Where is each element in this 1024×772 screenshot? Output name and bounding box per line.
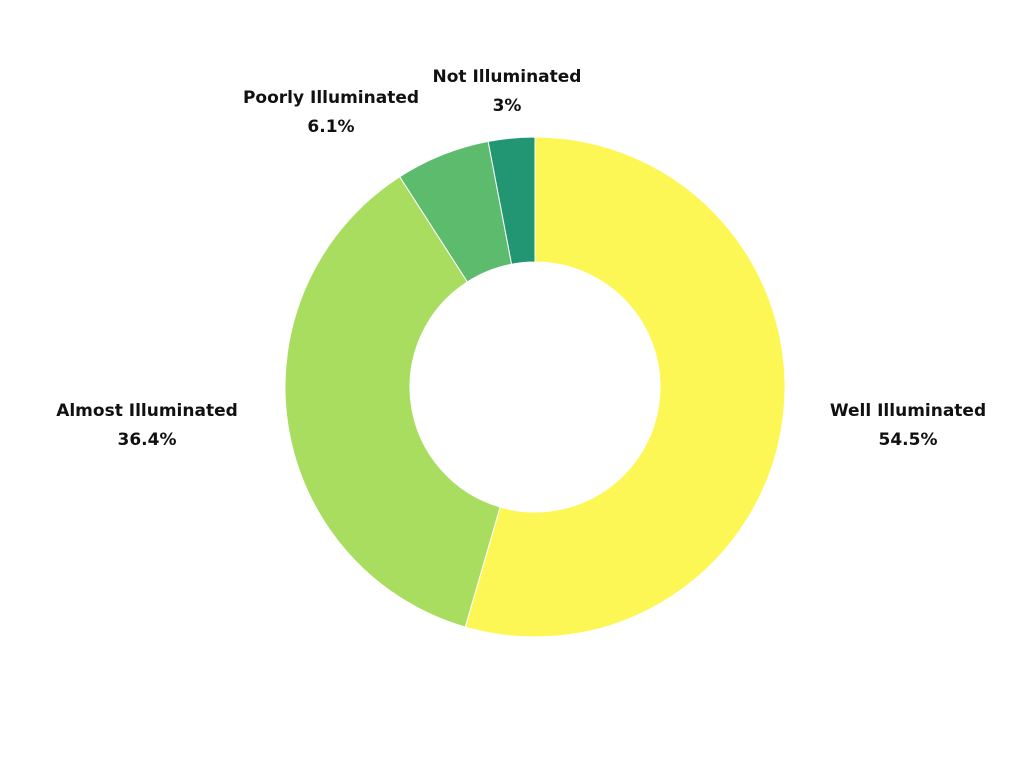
- slice-label-poorly-illuminated: Poorly Illuminated: [243, 88, 419, 108]
- slice-well-illuminated: [464, 136, 786, 638]
- slice-label-not-illuminated: Not Illuminated: [433, 67, 582, 87]
- slices-layer: [284, 136, 786, 638]
- slice-value-well-illuminated: 54.5%: [879, 430, 938, 450]
- slice-value-almost-illuminated: 36.4%: [118, 430, 177, 450]
- slice-label-almost-illuminated: Almost Illuminated: [56, 401, 238, 421]
- slice-label-well-illuminated: Well Illuminated: [830, 401, 986, 421]
- slice-value-poorly-illuminated: 6.1%: [307, 117, 354, 137]
- slice-not-illuminated: [487, 136, 536, 265]
- slice-value-not-illuminated: 3%: [493, 96, 522, 116]
- labels-layer: Well Illuminated 54.5% Almost Illuminated 3…: [56, 67, 986, 450]
- slice-almost-illuminated: [284, 176, 501, 628]
